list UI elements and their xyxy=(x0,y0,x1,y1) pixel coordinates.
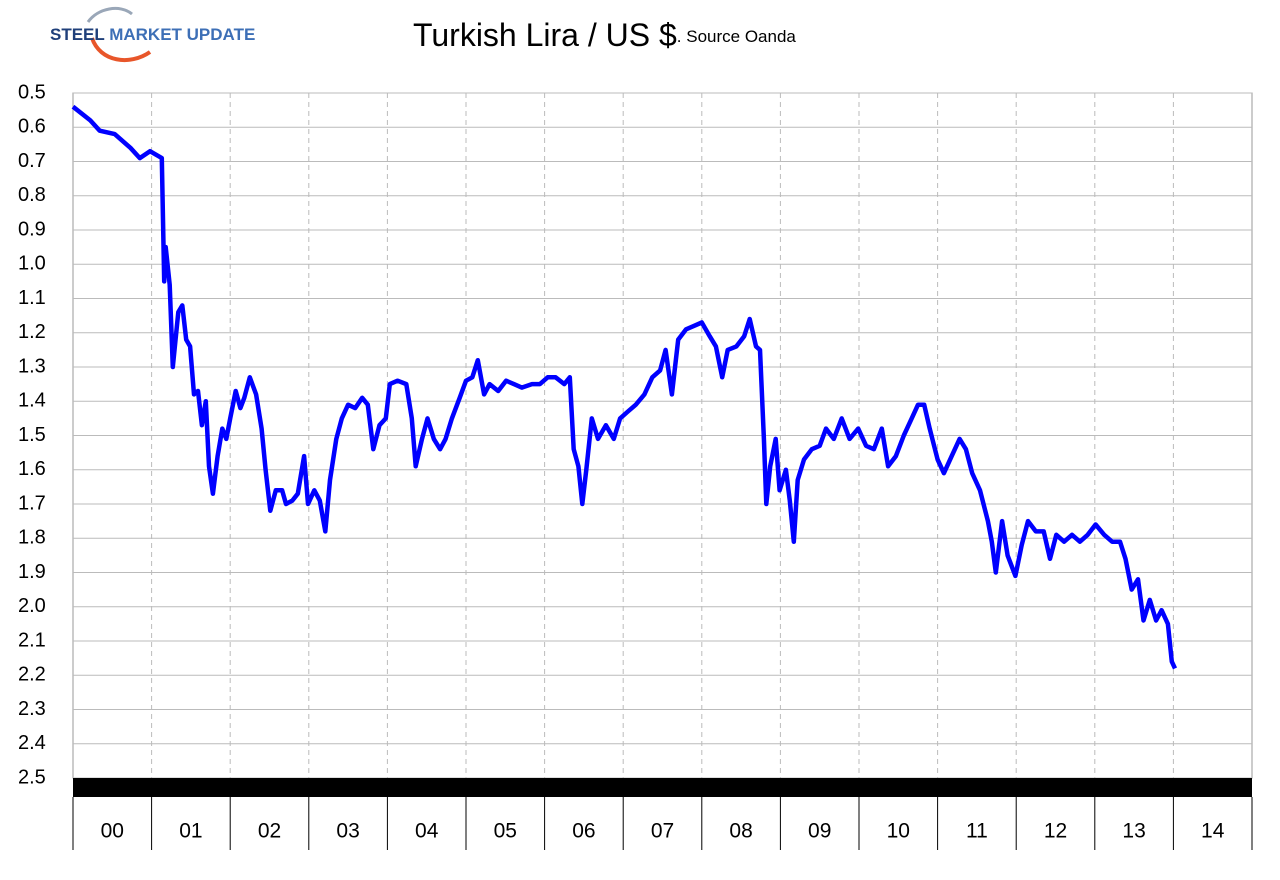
x-tick-label: 13 xyxy=(1122,820,1145,843)
x-tick-label: 12 xyxy=(1044,820,1067,843)
y-tick-label: 0.6 xyxy=(18,116,46,138)
y-tick-label: 1.7 xyxy=(18,492,46,514)
x-tick-label: 02 xyxy=(258,820,281,843)
logo-secondary: MARKET UPDATE xyxy=(109,25,255,44)
chart-subtitle: . Source Oanda xyxy=(677,27,797,46)
y-tick-label: 2.5 xyxy=(18,766,46,788)
y-tick-label: 2.3 xyxy=(18,698,46,720)
y-tick-label: 1.8 xyxy=(18,527,46,549)
y-tick-label: 1.4 xyxy=(18,390,46,412)
y-tick-label: 1.0 xyxy=(18,253,46,275)
y-tick-label: 2.1 xyxy=(18,629,46,651)
logo: STEEL MARKET UPDATE xyxy=(50,6,255,62)
y-tick-label: 0.8 xyxy=(18,184,46,206)
y-tick-label: 1.5 xyxy=(18,424,46,446)
y-tick-label: 2.0 xyxy=(18,595,46,617)
chart-title: Turkish Lira / US $ xyxy=(413,17,677,53)
logo-primary: STEEL xyxy=(50,25,104,44)
y-tick-label: 1.1 xyxy=(18,287,46,309)
y-tick-label: 1.6 xyxy=(18,458,46,480)
y-tick-label: 2.2 xyxy=(18,664,46,686)
y-tick-label: 0.7 xyxy=(18,150,46,172)
x-tick-label: 14 xyxy=(1201,820,1225,843)
y-tick-label: 1.9 xyxy=(18,561,46,583)
x-tick-label: 00 xyxy=(101,820,124,843)
x-tick-label: 04 xyxy=(415,820,439,843)
x-tick-label: 05 xyxy=(494,820,517,843)
y-tick-label: 1.2 xyxy=(18,321,46,343)
y-tick-label: 1.3 xyxy=(18,355,46,377)
logo-swoosh xyxy=(90,37,152,62)
x-tick-label: 06 xyxy=(572,820,595,843)
x-tick-label: 07 xyxy=(651,820,674,843)
chart-title-group: Turkish Lira / US $. Source Oanda xyxy=(413,17,796,53)
y-tick-label: 0.5 xyxy=(18,81,46,103)
y-tick-label: 0.9 xyxy=(18,218,46,240)
x-tick-label: 11 xyxy=(966,820,988,843)
axis-band xyxy=(73,778,1252,797)
y-tick-label: 2.4 xyxy=(18,732,46,754)
x-tick-label: 01 xyxy=(179,820,202,843)
x-tick-label: 08 xyxy=(729,820,752,843)
x-tick-label: 09 xyxy=(808,820,831,843)
logo-text: STEEL MARKET UPDATE xyxy=(50,25,255,44)
logo-arc xyxy=(86,6,133,23)
x-tick-label: 10 xyxy=(887,820,910,843)
x-tick-label: 03 xyxy=(336,820,359,843)
data-line xyxy=(71,104,1178,670)
